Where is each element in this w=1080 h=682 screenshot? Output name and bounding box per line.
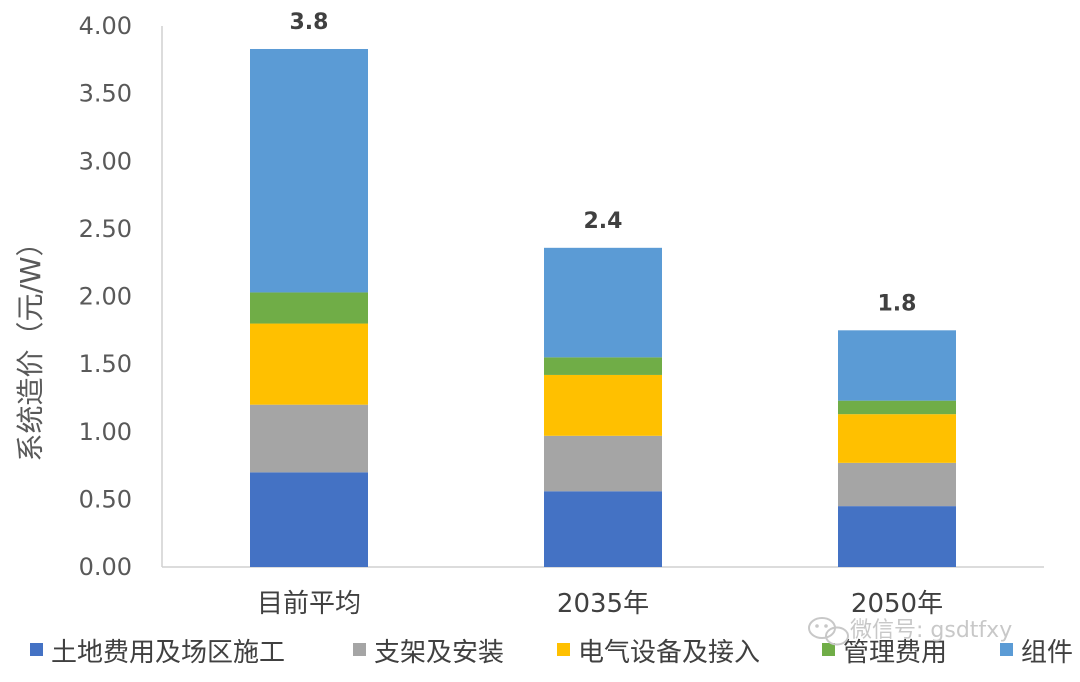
legend-label: 支架及安装 [374, 638, 504, 668]
bars [250, 48, 956, 567]
y-tick-label: 0.50 [79, 485, 132, 513]
bar-segment [544, 435, 662, 492]
bar-segment [838, 330, 956, 401]
y-tick-label: 1.00 [79, 418, 132, 446]
watermark-text: 微信号: gsdtfxy [850, 618, 1012, 643]
legend-swatch [557, 643, 570, 656]
legend-item: 电气设备及接入 [557, 638, 760, 668]
legend-label: 管理费用 [843, 638, 947, 668]
bar-segment [250, 323, 368, 405]
legend-swatch [353, 643, 366, 656]
total-label: 3.8 [290, 10, 329, 35]
legend-label: 土地费用及场区施工 [51, 638, 285, 668]
y-tick-label: 4.00 [79, 12, 132, 40]
legend-item: 支架及安装 [353, 638, 504, 668]
total-label: 1.8 [878, 291, 917, 316]
category-label: 2035年 [557, 589, 649, 619]
legend-label: 组件 [1021, 638, 1073, 668]
bar-segment [838, 400, 956, 415]
legend: 土地费用及场区施工 支架及安装 电气设备及接入 管理费用 组件 [30, 638, 1073, 668]
bar-segment [250, 404, 368, 473]
bar-segment [250, 472, 368, 567]
bar-segment [250, 48, 368, 293]
y-tick-label: 0.00 [79, 553, 132, 581]
y-tick-label: 1.50 [79, 350, 132, 378]
category-labels: 目前平均 2035年 2050年 [257, 589, 943, 619]
total-labels: 3.8 2.4 1.8 [290, 10, 917, 316]
bar-segment [838, 506, 956, 567]
legend-swatch [1000, 643, 1013, 656]
legend-label: 电气设备及接入 [578, 638, 760, 668]
legend-swatch [30, 643, 43, 656]
category-label: 目前平均 [257, 589, 361, 619]
y-tick-label: 3.00 [79, 147, 132, 175]
bar-segment [544, 374, 662, 436]
bar-segment [250, 292, 368, 324]
category-label: 2050年 [851, 589, 943, 619]
legend-item: 管理费用 [822, 638, 947, 668]
y-tick-label: 3.50 [79, 80, 132, 108]
legend-swatch [822, 643, 835, 656]
bar-segment [544, 247, 662, 358]
bar-segment [544, 357, 662, 375]
bar-segment [838, 414, 956, 463]
y-axis-label: 系统造价（元/W） [14, 228, 47, 461]
legend-item: 土地费用及场区施工 [30, 638, 285, 668]
bar-segment [838, 462, 956, 507]
wechat-icon [808, 617, 849, 646]
y-axis-label-group: 系统造价（元/W） [14, 228, 47, 461]
y-tick-label: 2.00 [79, 283, 132, 311]
y-tick-label: 2.50 [79, 215, 132, 243]
watermark: 微信号: gsdtfxy [808, 617, 1012, 646]
bar-segment [544, 491, 662, 567]
y-axis-ticks: 0.00 0.50 1.00 1.50 2.00 2.50 3.00 3.50 4.00 [79, 12, 132, 581]
total-label: 2.4 [584, 209, 623, 234]
legend-item: 组件 [1000, 638, 1073, 668]
